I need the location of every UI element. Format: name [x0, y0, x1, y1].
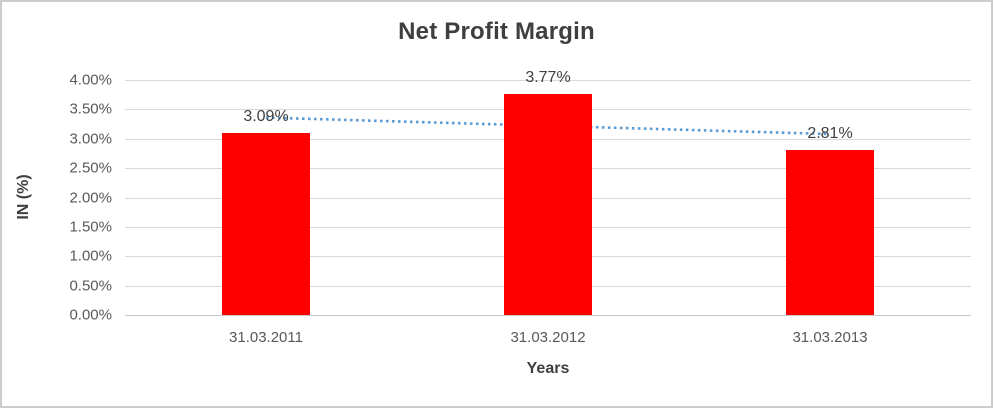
x-tick-label: 31.03.2013 [792, 329, 868, 346]
x-tick-label: 31.03.2012 [510, 329, 586, 346]
gridline [125, 315, 971, 316]
bar-31.03.2012 [504, 93, 592, 315]
y-tick-label: 2.00% [69, 189, 112, 206]
bar-31.03.2011 [222, 133, 310, 315]
y-tick-label: 3.00% [69, 130, 112, 148]
y-axis-title: IN (%) [15, 174, 32, 220]
y-tick-label: 1.50% [69, 218, 112, 236]
y-tick-label: 0.00% [69, 306, 112, 324]
data-label: 2.81% [807, 124, 853, 142]
y-tick-label: 1.00% [69, 247, 112, 265]
gridline [125, 80, 971, 81]
y-tick-label: 2.50% [69, 159, 112, 177]
x-tick-label: 31.03.2011 [229, 329, 303, 346]
y-tick-label: 0.50% [69, 277, 112, 295]
y-tick-label: 4.00% [69, 71, 112, 89]
y-tick-label: 3.50% [69, 100, 112, 118]
plot-area: 0.00% 0.50% 1.00% 1.50% 2.00% 2.50% 3.00% 3.50%… [69, 69, 971, 346]
chart-title: Net Profit Margin [398, 18, 595, 45]
bar-31.03.2013 [786, 149, 874, 315]
x-axis-title: Years [526, 360, 570, 377]
data-label: 3.09% [243, 108, 289, 126]
data-label: 3.77% [525, 68, 571, 86]
